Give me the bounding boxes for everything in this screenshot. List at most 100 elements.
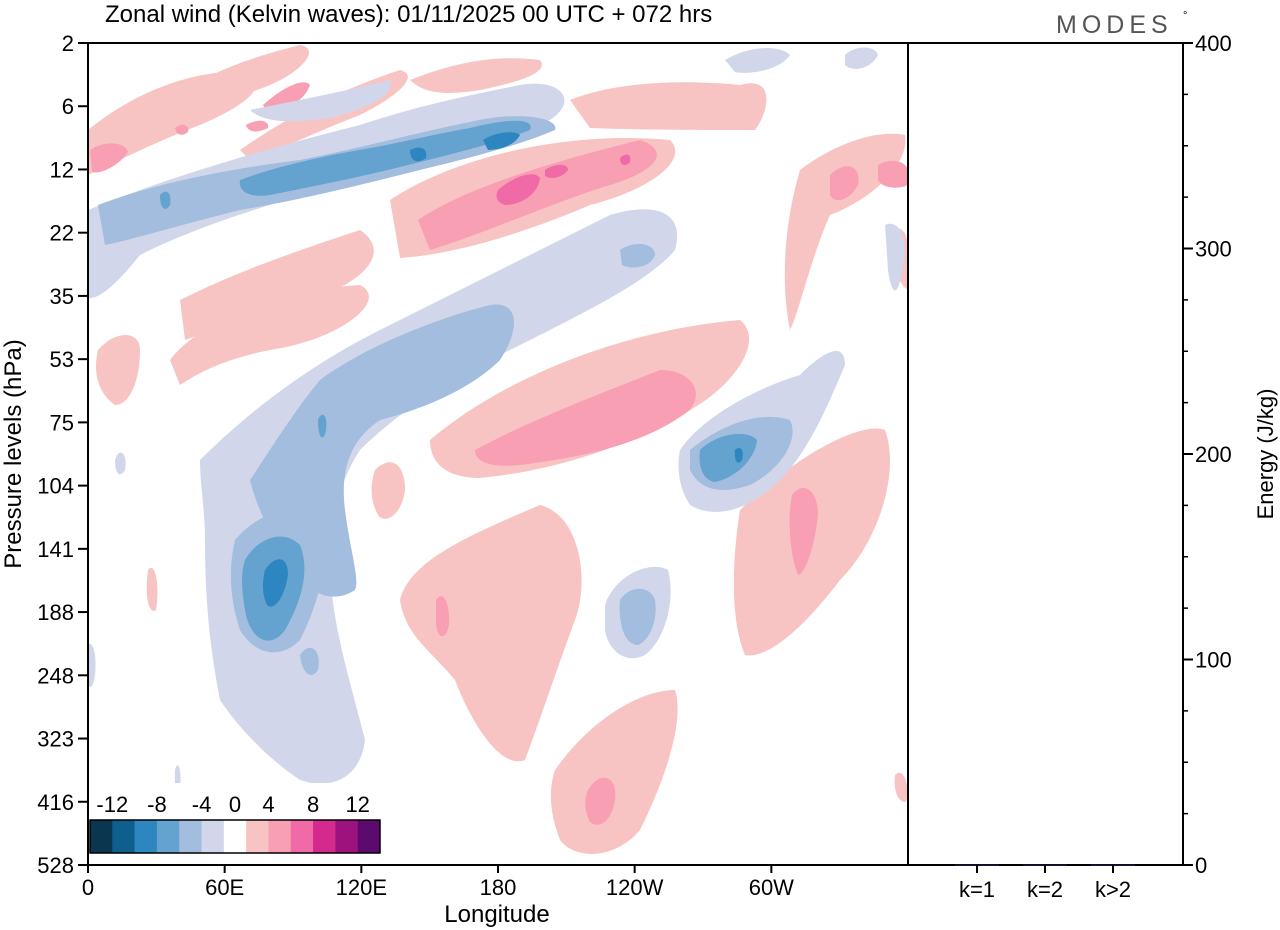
wind-anomaly-negative-47 <box>619 588 656 645</box>
pressure-tick-label: 35 <box>50 284 74 309</box>
longitude-tick-label: 120W <box>606 875 664 900</box>
wind-anomaly-negative-52 <box>699 433 757 482</box>
longitude-tick-label: 120E <box>336 875 387 900</box>
wind-anomaly-positive-10 <box>400 505 582 762</box>
energy-category-label: k>2 <box>1095 877 1131 902</box>
energy-panel-frame <box>907 42 1184 866</box>
colorbar: -12 -8 -4 0 4 8 12 <box>89 783 389 863</box>
wind-anomaly-positive-27 <box>246 120 269 132</box>
energy-tick-label: 0 <box>1195 853 1207 878</box>
wind-anomaly-positive-25 <box>90 143 128 173</box>
pressure-tick-label: 75 <box>50 410 74 435</box>
colorbar-label: -8 <box>147 792 167 817</box>
wind-anomaly-negative-55 <box>262 559 288 607</box>
wind-anomaly-negative-41 <box>885 223 905 291</box>
colorbar-swatch <box>223 820 247 853</box>
longitude-tick-label: 60W <box>749 875 794 900</box>
wind-anomaly-negative-39 <box>88 644 96 687</box>
colorbar-label: -4 <box>192 792 212 817</box>
pressure-tick-label: 141 <box>37 537 74 562</box>
wind-anomaly-positive-18 <box>418 140 657 250</box>
energy-category-label: k=2 <box>1027 877 1063 902</box>
pressure-tick-label: 104 <box>37 474 74 499</box>
wind-anomaly-positive-8 <box>95 335 140 405</box>
colorbar-swatch <box>246 820 269 853</box>
energy-tick-label: 200 <box>1195 442 1232 467</box>
pressure-axis: 2 6 12 22 35 53 75 104 141 188 248 323 416 528 <box>37 31 88 878</box>
colorbar-swatch <box>313 820 336 853</box>
longitude-tick-label: 0 <box>82 875 94 900</box>
wind-anomaly-positive-16 <box>146 567 158 611</box>
colorbar-label: 12 <box>345 792 369 817</box>
colorbar-swatch <box>156 820 180 853</box>
colorbar-outline <box>89 819 381 854</box>
longitude-tick-label: 180 <box>480 875 517 900</box>
colorbar-label: 4 <box>262 792 274 817</box>
wind-anomaly-positive-20 <box>789 487 818 575</box>
wind-anomaly-positive-28 <box>175 124 189 135</box>
wind-cross-section <box>88 45 908 854</box>
energy-axis-label: Energy (J/kg) <box>1253 389 1278 520</box>
wind-anomaly-positive-6 <box>180 230 374 340</box>
colorbar-swatch <box>201 820 225 853</box>
colorbar-label: 8 <box>307 792 319 817</box>
wind-anomaly-positive-17 <box>894 772 908 803</box>
logo-mark: ° <box>1183 10 1187 22</box>
wind-anomaly-positive-15 <box>371 462 405 519</box>
wind-anomaly-positive-22 <box>436 596 450 637</box>
wind-anomaly-negative-34 <box>200 209 678 784</box>
wind-anomaly-positive-30 <box>545 164 568 178</box>
chart-title: Zonal wind (Kelvin waves): 01/11/2025 00… <box>105 1 712 28</box>
energy-tick-label: 100 <box>1195 648 1232 673</box>
wind-anomaly-positive-23 <box>830 166 859 201</box>
wind-anomaly-negative-33 <box>250 80 391 122</box>
wind-anomaly-negative-54 <box>160 191 171 209</box>
wind-anomaly-negative-56 <box>483 132 520 150</box>
wind-anomaly-negative-57 <box>410 147 427 162</box>
wind-anomaly-negative-38 <box>845 47 878 69</box>
wind-anomaly-positive-7 <box>170 285 369 385</box>
colorbar-swatch <box>179 820 203 853</box>
wind-anomaly-negative-37 <box>725 48 790 73</box>
wind-anomaly-positive-3 <box>410 58 542 93</box>
colorbar-swatch <box>90 820 113 853</box>
pressure-tick-label: 12 <box>50 157 74 182</box>
colorbar-label: 0 <box>229 792 241 817</box>
wind-anomaly-negative-42 <box>115 452 126 475</box>
colorbar-swatch <box>268 820 292 853</box>
x-axis-label: Longitude <box>444 901 549 928</box>
wind-anomaly-positive-24 <box>878 160 908 188</box>
pressure-tick-label: 22 <box>50 221 74 246</box>
energy-bars: k=1 k=2 k>2 <box>955 864 1135 902</box>
pressure-tick-label: 416 <box>37 790 74 815</box>
colorbar-swatch <box>112 820 136 853</box>
y-axis-label: Pressure levels (hPa) <box>0 339 27 568</box>
longitude-tick-label: 60E <box>205 875 244 900</box>
energy-tick-label: 300 <box>1195 237 1232 262</box>
wind-anomaly-positive-21 <box>585 777 616 825</box>
wind-anomaly-negative-49 <box>300 647 319 675</box>
colorbar-swatch <box>290 820 314 853</box>
wind-anomaly-negative-50 <box>239 120 531 196</box>
energy-axis: 0 100 200 300 400 <box>1183 31 1232 878</box>
pressure-tick-label: 53 <box>50 347 74 372</box>
colorbar-swatch <box>335 820 359 853</box>
wind-anomaly-negative-48 <box>620 243 655 268</box>
wind-anomaly-positive-1 <box>170 45 309 118</box>
longitude-axis: 0 60E 120E 180 120W 60W <box>82 865 794 900</box>
pressure-tick-label: 323 <box>37 727 74 752</box>
modes-logo: MODES ° <box>1056 10 1187 39</box>
pressure-tick-label: 188 <box>37 600 74 625</box>
energy-category-label: k=1 <box>959 877 995 902</box>
wind-anomaly-negative-53 <box>318 414 327 438</box>
logo-text: MODES <box>1056 11 1173 39</box>
colorbar-swatch <box>134 820 158 853</box>
colorbar-swatch <box>357 820 381 853</box>
wind-anomaly-positive-4 <box>570 82 767 130</box>
wind-anomaly-positive-19 <box>475 370 696 466</box>
colorbar-label: -12 <box>96 792 128 817</box>
wind-anomaly-positive-29 <box>496 174 540 205</box>
wind-anomaly-negative-58 <box>734 448 743 463</box>
pressure-tick-label: 248 <box>37 663 74 688</box>
